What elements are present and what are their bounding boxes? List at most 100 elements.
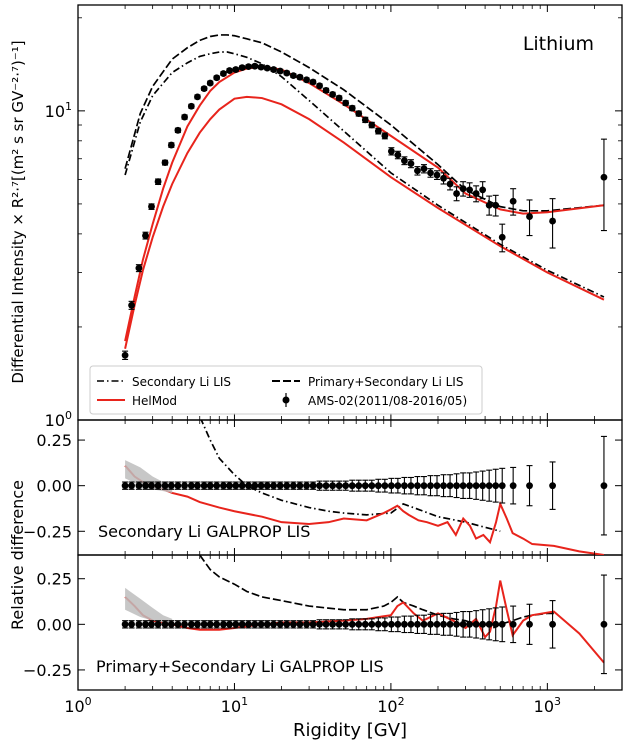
ams02-data-point xyxy=(200,85,208,93)
ratio1-ams02-point xyxy=(453,482,460,490)
ratio2-ams02-point xyxy=(251,620,259,628)
ratio1-ams02-point xyxy=(251,482,259,490)
ratio1-ams02-point xyxy=(355,482,363,490)
ratio2-ams02-point xyxy=(206,620,214,628)
ratio1-ams02-point xyxy=(427,482,434,490)
ratio2-ams02-point xyxy=(427,620,434,628)
ams02-data-point xyxy=(479,186,487,194)
ratio1-y-tick-label: 0.25 xyxy=(36,431,72,450)
ratio2-ams02-point xyxy=(276,620,284,628)
main-y-tick-label: 101 xyxy=(45,100,72,121)
ratio2-y-tick-label: 0.00 xyxy=(36,615,72,634)
ams02-data-point xyxy=(213,74,221,82)
ratio1-ams02-point xyxy=(245,482,252,490)
ams02-data-point xyxy=(361,116,369,124)
ratio2-ams02-point xyxy=(498,620,506,628)
ratio1-ams02-point xyxy=(387,482,395,490)
ratio1-ams02-point xyxy=(309,482,317,490)
ratio1-ams02-point xyxy=(257,482,265,490)
ams02-data-point xyxy=(167,141,175,149)
ams02-data-point xyxy=(453,190,460,197)
ratio1-ams02-point xyxy=(394,482,402,490)
ratio1-ams02-point xyxy=(322,482,330,490)
ams02-data-point xyxy=(466,186,474,194)
ratio2-ams02-point xyxy=(329,620,337,628)
ratio2-ams02-point xyxy=(135,620,143,628)
ratio2-ams02-point xyxy=(387,620,395,628)
ratio1-ams02-point xyxy=(407,482,415,490)
ratio1-ams02-point xyxy=(492,482,500,490)
ams02-data-point xyxy=(316,82,323,90)
ratio2-ams02-point xyxy=(161,620,169,628)
ratio2-ams02-point xyxy=(194,620,201,628)
ratio2-ams02-point xyxy=(296,620,304,628)
legend-label-primary-secondary-li-lis: Primary+Secondary Li LIS xyxy=(308,375,463,389)
ams02-data-point xyxy=(329,91,337,98)
ratio2-ams02-point xyxy=(263,620,271,628)
ams02-data-point xyxy=(181,113,188,121)
ratio2-ams02-point xyxy=(472,620,480,628)
ams02-data-point xyxy=(135,264,143,272)
ratio1-ams02-point xyxy=(549,482,556,490)
x-tick-label: 101 xyxy=(221,695,248,716)
ratio1-ams02-point xyxy=(289,482,297,490)
ratio2-ams02-point xyxy=(433,620,441,628)
ams02-data-point xyxy=(387,147,395,155)
ratio2-ams02-point xyxy=(200,620,208,628)
ratio1-ams02-point xyxy=(479,482,487,490)
ratio2-ams02-point xyxy=(187,620,195,628)
ratio2-ams02-point xyxy=(270,620,278,628)
ratio1-ams02-point xyxy=(220,482,227,490)
ratio1-panel-annotation: Secondary Li GALPROP LIS xyxy=(98,522,310,541)
ratio1-ams02-point xyxy=(316,482,323,490)
ratio2-ams02-point xyxy=(238,620,246,628)
ams02-data-point xyxy=(526,213,533,220)
ratio2-ams02-point xyxy=(420,620,428,628)
ratio1-ams02-point xyxy=(361,482,369,490)
ratio2-ams02-point xyxy=(492,620,500,628)
ams02-data-point xyxy=(154,178,162,186)
ratio2-ams02-point xyxy=(154,620,162,628)
ams02-data-point xyxy=(492,201,500,209)
ratio2-ams02-point xyxy=(440,620,447,628)
legend-frame xyxy=(89,365,483,415)
ratio2-ams02-point xyxy=(142,620,149,628)
ratio1-plot-area xyxy=(121,420,608,555)
x-tick-label: 102 xyxy=(377,695,404,716)
ams02-data-point xyxy=(355,110,363,117)
ams02-data-point xyxy=(128,301,135,309)
ratio2-ams02-point xyxy=(348,620,356,628)
ratio1-line-dashdot-0 xyxy=(200,420,501,533)
ratio2-ams02-point xyxy=(335,620,343,628)
ratio1-ams02-point xyxy=(420,482,428,490)
ratio1-ams02-point xyxy=(368,482,376,490)
ratio1-ams02-point xyxy=(154,482,162,490)
ams02-data-point xyxy=(348,104,356,112)
ratio2-ams02-point xyxy=(407,620,415,628)
ams02-data-point xyxy=(420,165,428,173)
ams02-data-point xyxy=(600,173,608,181)
ratio1-ams02-point xyxy=(142,482,149,490)
x-tick-label: 100 xyxy=(64,695,91,716)
ratio2-ams02-point xyxy=(459,620,467,628)
ams02-data-point xyxy=(459,185,467,193)
ams02-data-point xyxy=(498,233,506,241)
legend-swatch-ams02-marker xyxy=(282,396,290,404)
ratio2-panel-annotation: Primary+Secondary Li GALPROP LIS xyxy=(96,657,384,676)
ratio1-ams02-point xyxy=(263,482,271,490)
ratio2-ams02-point xyxy=(549,620,556,628)
main-y-axis-label: Differential Intensity × R²·⁷[(m² s sr G… xyxy=(9,40,27,383)
ratio2-ams02-point xyxy=(509,620,517,628)
ratio2-ams02-point xyxy=(257,620,265,628)
legend-label-secondary-li-lis: Secondary Li LIS xyxy=(132,375,231,389)
ratio2-ams02-point xyxy=(283,620,291,628)
ams02-data-point xyxy=(342,99,350,107)
ams02-data-point xyxy=(368,121,376,129)
ratio1-ams02-point xyxy=(148,482,155,490)
legend-label-ams02: AMS-02(2011/08-2016/05) xyxy=(308,394,467,408)
main-plot-area xyxy=(121,34,608,360)
ams02-data-point xyxy=(226,67,233,74)
ams02-data-point xyxy=(472,190,480,197)
ratio1-ams02-point xyxy=(348,482,356,490)
